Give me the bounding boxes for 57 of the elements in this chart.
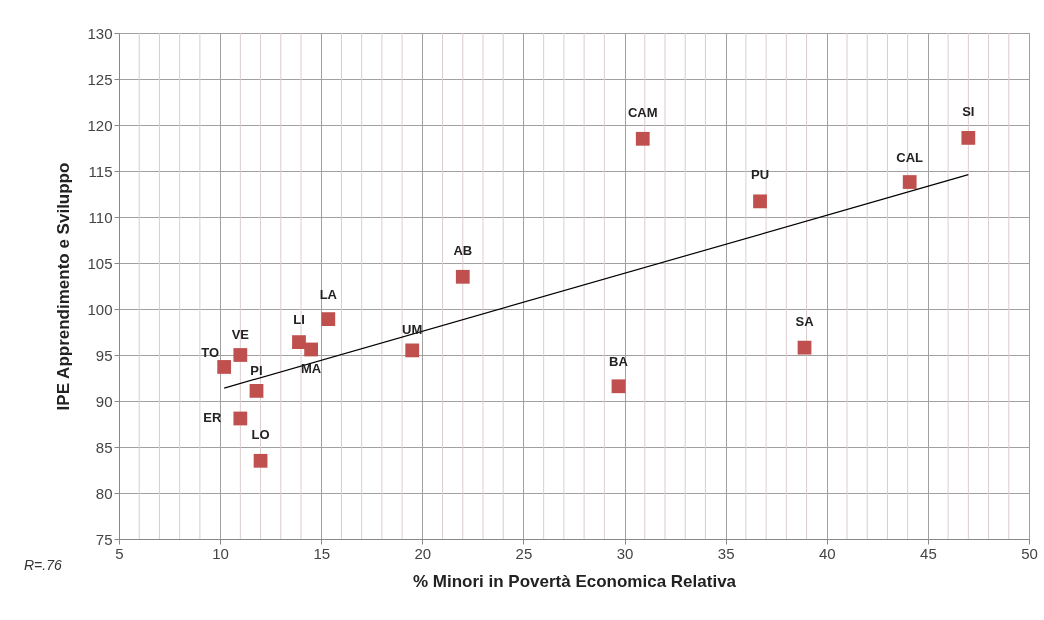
point bbox=[405, 343, 420, 358]
annotation: CAL bbox=[896, 150, 924, 166]
point bbox=[611, 379, 626, 394]
y-tick-label: 110 bbox=[88, 208, 113, 226]
point bbox=[455, 269, 470, 284]
y-tick-label: 105 bbox=[87, 254, 113, 272]
y-tick-label: 100 bbox=[87, 300, 113, 318]
y-tick-label: 95 bbox=[95, 346, 113, 364]
annotation: LA bbox=[319, 287, 338, 303]
y-tick-label: 90 bbox=[95, 392, 113, 410]
x-axis-title: % Minori in Povertà Economica Relativa bbox=[412, 571, 737, 591]
y-tick-label: 120 bbox=[87, 116, 113, 134]
annotation: LO bbox=[251, 426, 270, 442]
annotation: BA bbox=[609, 354, 629, 370]
annotation: SA bbox=[795, 313, 815, 329]
x-tick-label: 20 bbox=[414, 544, 432, 562]
point bbox=[217, 360, 232, 374]
y-axis-title: IPE Apprendimento e Sviluppo bbox=[54, 162, 74, 411]
point bbox=[249, 383, 264, 398]
point bbox=[292, 335, 306, 350]
annotation: MA bbox=[301, 361, 322, 377]
annotation: TO bbox=[201, 344, 220, 360]
x-tick-label: 30 bbox=[616, 544, 634, 562]
y-tick-label: 125 bbox=[87, 70, 113, 88]
point bbox=[321, 312, 336, 327]
annotation: CAM bbox=[627, 104, 658, 120]
x-tick-label: 25 bbox=[515, 544, 533, 562]
annotation: VE bbox=[231, 327, 250, 342]
x-tick-label: 35 bbox=[717, 544, 735, 562]
x-tick-label: 45 bbox=[920, 544, 937, 562]
point bbox=[902, 175, 917, 189]
annotation: SI bbox=[962, 103, 975, 119]
point bbox=[304, 342, 318, 357]
point bbox=[233, 411, 248, 426]
text: R=.76 bbox=[24, 557, 62, 573]
x-tick-label: 15 bbox=[313, 544, 331, 562]
point bbox=[233, 348, 248, 362]
annotation: PI bbox=[250, 362, 263, 378]
point bbox=[753, 194, 767, 209]
y-tick-label: 80 bbox=[95, 484, 113, 502]
y-tick-label: 75 bbox=[95, 530, 113, 548]
annotation: UM bbox=[402, 322, 423, 338]
x-tick-label: 5 bbox=[115, 544, 124, 562]
x-tick-label: 40 bbox=[818, 544, 836, 562]
annotation: ER bbox=[203, 410, 222, 426]
point bbox=[797, 340, 812, 355]
x-tick-label: 50 bbox=[1021, 544, 1038, 562]
point bbox=[961, 130, 976, 145]
point bbox=[635, 131, 650, 146]
y-tick-label: 130 bbox=[87, 24, 113, 42]
y-tick-label: 85 bbox=[95, 438, 113, 456]
annotation: PU bbox=[751, 167, 770, 183]
annotation: AB bbox=[453, 242, 473, 258]
x-tick-label: 10 bbox=[212, 544, 229, 562]
y-tick-label: 115 bbox=[88, 162, 113, 180]
point bbox=[253, 453, 268, 468]
annotation: LI bbox=[293, 312, 305, 328]
